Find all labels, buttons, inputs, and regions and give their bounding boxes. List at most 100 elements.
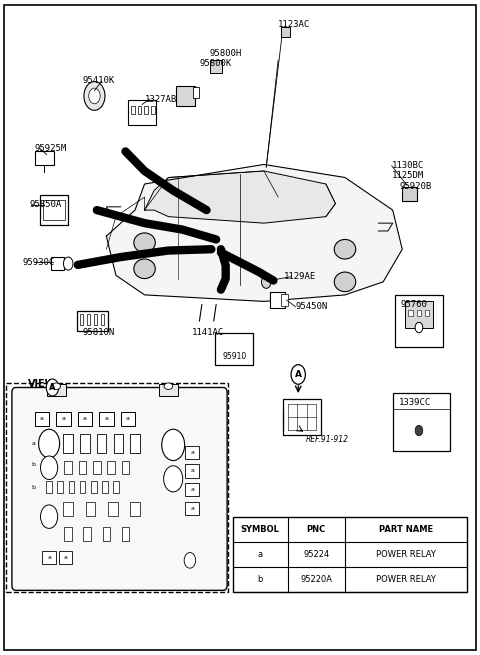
Bar (102, 481, 108, 493)
Text: 1327AB: 1327AB (144, 95, 177, 103)
Circle shape (40, 505, 58, 529)
Bar (210, 60, 222, 73)
Text: b: b (32, 462, 36, 467)
Bar (51, 257, 64, 270)
Text: a: a (191, 487, 194, 492)
Bar (64, 461, 72, 474)
Bar (42, 551, 56, 563)
Bar (402, 187, 417, 201)
Bar (121, 461, 129, 474)
Text: 1141AC: 1141AC (192, 328, 225, 337)
Circle shape (89, 88, 100, 103)
Bar (121, 527, 129, 542)
Bar (80, 481, 85, 493)
Polygon shape (107, 164, 402, 301)
Circle shape (415, 425, 423, 436)
Text: 95920B: 95920B (400, 182, 432, 191)
Text: 95760: 95760 (400, 300, 427, 309)
Text: b: b (258, 574, 263, 584)
Bar (408, 310, 413, 316)
Bar (281, 27, 289, 37)
Circle shape (262, 275, 271, 288)
Text: 95224: 95224 (303, 550, 329, 559)
Text: a: a (105, 417, 108, 421)
Bar (93, 461, 101, 474)
Bar (185, 464, 199, 477)
Bar (193, 88, 199, 98)
Text: 95910: 95910 (222, 352, 246, 362)
Text: 95850A: 95850A (29, 200, 61, 210)
Bar (59, 551, 72, 563)
Text: 95410K: 95410K (83, 77, 115, 85)
Text: 95450N: 95450N (295, 302, 328, 311)
Bar (69, 481, 74, 493)
Bar (130, 434, 140, 453)
Bar (144, 106, 148, 114)
Bar (101, 314, 105, 325)
Text: VIEW: VIEW (28, 379, 56, 390)
Bar (417, 310, 421, 316)
Bar (113, 481, 119, 493)
Text: SYMBOL: SYMBOL (241, 525, 280, 534)
Bar (185, 483, 199, 496)
Bar (120, 411, 135, 426)
Text: 95800H: 95800H (209, 49, 242, 58)
Bar (425, 310, 430, 316)
Ellipse shape (134, 259, 156, 278)
Text: 1125DM: 1125DM (392, 171, 424, 180)
Circle shape (162, 429, 185, 460)
Bar (79, 461, 86, 474)
Text: a: a (191, 450, 194, 455)
Text: a: a (47, 555, 51, 559)
Ellipse shape (134, 233, 156, 252)
Bar (393, 393, 450, 451)
Text: A: A (295, 370, 302, 379)
Text: 1129AE: 1129AE (284, 272, 316, 281)
Text: 95810N: 95810N (83, 328, 115, 337)
Bar (94, 314, 97, 325)
Bar (80, 314, 84, 325)
Circle shape (164, 466, 183, 492)
Bar (78, 411, 92, 426)
Bar (215, 333, 253, 365)
Bar (108, 461, 115, 474)
Bar (84, 527, 91, 542)
Ellipse shape (52, 383, 60, 390)
Bar (283, 399, 321, 435)
Text: a: a (61, 417, 65, 421)
Bar (128, 100, 156, 124)
Text: 1123AC: 1123AC (278, 20, 311, 29)
Text: a: a (64, 555, 68, 559)
Bar (159, 384, 178, 396)
Text: PNC: PNC (307, 525, 326, 534)
Circle shape (184, 553, 196, 568)
Bar (35, 151, 54, 165)
Circle shape (84, 82, 105, 110)
Bar (97, 434, 107, 453)
Circle shape (38, 429, 60, 458)
Text: 95930C: 95930C (23, 258, 55, 267)
Text: POWER RELAY: POWER RELAY (376, 550, 436, 559)
Bar (35, 411, 49, 426)
Polygon shape (144, 171, 336, 223)
Bar (131, 106, 134, 114)
Bar (46, 481, 52, 493)
Bar (395, 295, 443, 347)
Bar (103, 527, 110, 542)
Circle shape (415, 322, 423, 333)
Bar (47, 384, 66, 396)
Text: a: a (258, 550, 263, 559)
Ellipse shape (164, 383, 173, 390)
Text: a: a (32, 441, 36, 446)
Bar (56, 411, 71, 426)
Ellipse shape (334, 272, 356, 291)
Bar (63, 502, 73, 516)
Bar (233, 517, 467, 591)
Text: a: a (40, 417, 44, 421)
Bar (130, 502, 140, 516)
FancyBboxPatch shape (6, 383, 228, 591)
Text: a: a (83, 417, 87, 421)
Circle shape (46, 379, 59, 396)
Bar (63, 434, 73, 453)
Text: 95220A: 95220A (300, 574, 332, 584)
